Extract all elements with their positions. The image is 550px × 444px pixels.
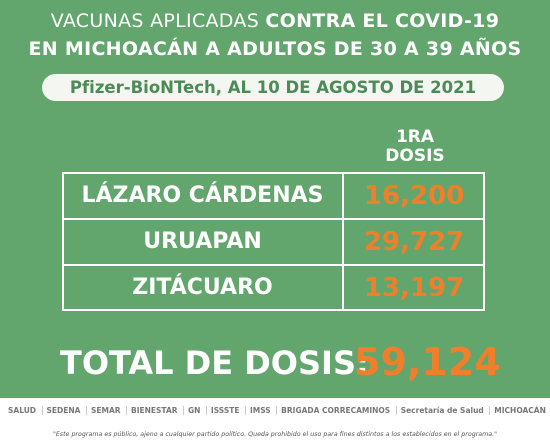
table-border [62,172,64,311]
logo: SALUD [8,406,37,415]
logo: SEDENA [41,406,80,415]
table-border [483,172,485,311]
title-bold: CONTRA EL COVID-19 [265,10,500,32]
column-header: 1RA DOSIS [372,128,458,166]
table-border [342,172,344,311]
logo: Secretaría de Salud [395,406,484,415]
logo: BRIGADA CORRECAMINOS [276,406,390,415]
column-header-line: DOSIS [385,146,445,166]
row-divider [62,264,485,266]
table-border [62,172,485,174]
table: LÁZARO CÁRDENAS 16,200 URUAPAN 29,727 ZITÁCU… [62,172,485,311]
logo-strip: SALUD SEDENA SEMAR BIENESTAR GN ISSSTE IMSS BRI… [4,406,546,415]
column-header-line: 1RA [395,127,435,147]
title-line-2: EN MICHOACÁN A ADULTOS DE 30 A 39 AÑOS [28,38,522,60]
logo: BIENESTAR [126,406,178,415]
disclaimer: "Este programa es público, ajeno a cualq… [52,431,498,438]
logo: GN [183,406,200,415]
footer: SALUD SEDENA SEMAR BIENESTAR GN ISSSTE IMSS BRI… [0,398,550,444]
total-label: TOTAL DE DOSIS: [60,344,369,382]
row-name: LÁZARO CÁRDENAS [81,183,324,208]
row-value: 16,200 [363,181,465,211]
table-row: ZITÁCUARO 13,197 [62,265,485,311]
logo: IMSS [244,406,271,415]
subtitle: Pfizer-BioNTech, AL 10 DE AGOSTO DE 2021 [42,74,504,101]
row-divider [62,218,485,220]
row-value: 13,197 [363,273,465,303]
title-line-1: VACUNAS APLICADAS CONTRA EL COVID-19 [0,10,550,32]
row-value: 29,727 [363,227,465,257]
row-name: URUAPAN [143,229,262,254]
table-row: URUAPAN 29,727 [62,219,485,265]
logo: MICHOACÁN [489,406,546,415]
title-normal: VACUNAS APLICADAS [50,10,260,32]
table-border [62,309,485,311]
total-value: 59,124 [354,340,501,384]
logo: SEMAR [85,406,121,415]
logo: ISSSTE [205,406,239,415]
table-row: LÁZARO CÁRDENAS 16,200 [62,173,485,219]
row-name: ZITÁCUARO [132,275,273,300]
